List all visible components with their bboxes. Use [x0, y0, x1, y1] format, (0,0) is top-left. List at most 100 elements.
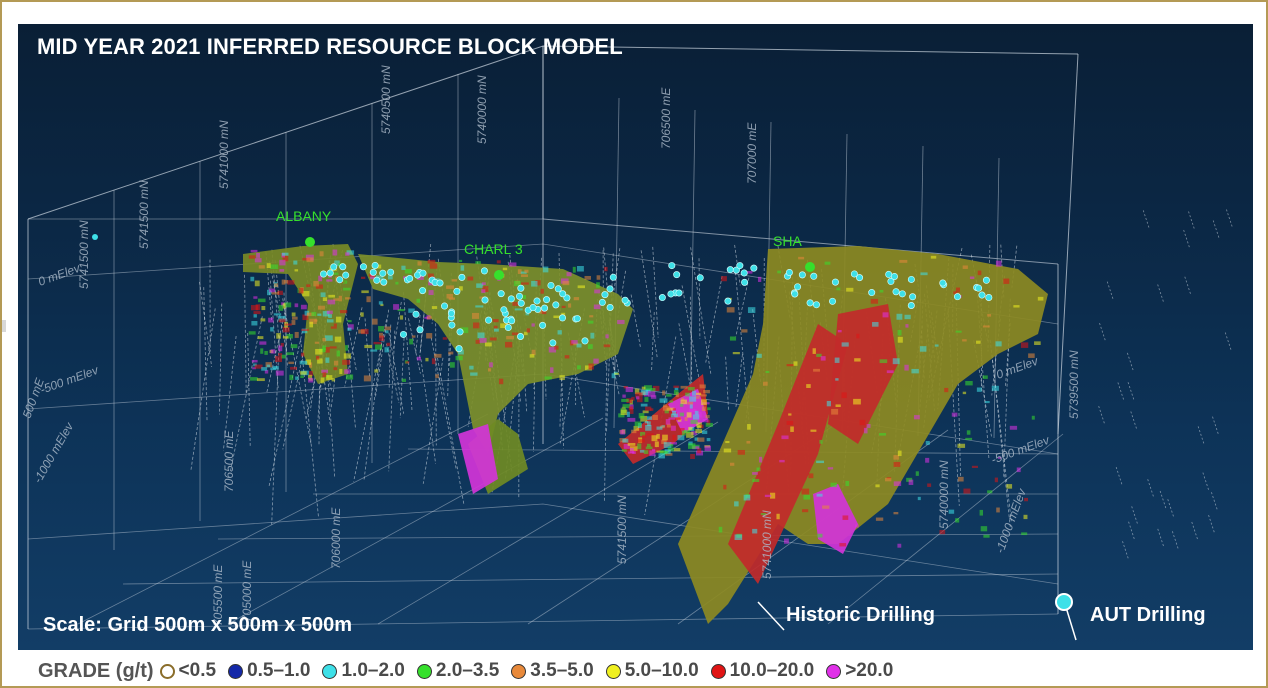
- historic-drill-trace: [1183, 229, 1191, 249]
- grade-block: [379, 335, 385, 341]
- grade-block: [817, 533, 823, 538]
- aut-drill-collar: [985, 294, 993, 302]
- grade-block: [611, 373, 616, 379]
- grade-block: [934, 344, 939, 347]
- grade-block: [448, 297, 456, 300]
- legend-swatch-icon: [416, 663, 432, 679]
- axis-label: 5741500 mN: [615, 495, 629, 564]
- grade-block: [493, 325, 498, 329]
- axis-label: 5741000 mN: [760, 510, 774, 579]
- grade-block: [295, 376, 299, 380]
- grade-block: [982, 375, 988, 379]
- grade-block: [643, 450, 649, 454]
- grade-block: [802, 509, 809, 513]
- grade-block: [663, 404, 668, 408]
- grade-block: [752, 478, 760, 483]
- grade-block: [270, 349, 276, 354]
- grade-block: [372, 318, 378, 325]
- grade-block: [328, 314, 332, 318]
- grade-block: [513, 280, 521, 287]
- grade-block: [673, 385, 680, 388]
- grade-block: [835, 404, 841, 407]
- grade-block: [911, 368, 919, 374]
- aut-drill-collar: [453, 287, 461, 295]
- historic-drill-trace: [616, 270, 626, 323]
- grade-block: [665, 419, 671, 425]
- grade-block: [347, 324, 354, 330]
- grade-block: [460, 265, 465, 271]
- aut-drill-collar: [380, 278, 388, 286]
- historic-drill-trace: [705, 276, 723, 365]
- grade-block: [345, 252, 350, 256]
- grade-block: [980, 526, 988, 532]
- grade-block: [897, 543, 902, 548]
- orebody-charlotte-high: [458, 424, 498, 494]
- grade-block: [670, 413, 678, 418]
- grade-block: [316, 355, 320, 360]
- grade-block: [747, 307, 756, 313]
- grade-block: [982, 325, 990, 328]
- historic-drill-trace: [448, 317, 453, 368]
- aut-drill-collar: [387, 268, 395, 276]
- grade-block: [687, 401, 694, 405]
- aut-drill-collar: [736, 262, 744, 270]
- grade-block: [674, 417, 681, 421]
- grade-block: [386, 342, 391, 346]
- grade-block: [404, 269, 412, 274]
- grade-block: [251, 321, 258, 326]
- grade-block: [531, 349, 536, 356]
- grade-block: [647, 421, 651, 426]
- grade-block: [646, 443, 651, 447]
- axis-label: 5739500 mN: [1067, 350, 1081, 419]
- grade-block: [326, 279, 333, 282]
- grade-block: [835, 378, 839, 381]
- grade-block: [603, 344, 611, 348]
- grade-block: [637, 439, 645, 443]
- grade-block: [651, 448, 656, 452]
- grade-block: [248, 331, 256, 335]
- aut-drill-collar: [831, 278, 839, 286]
- grade-block: [813, 368, 820, 372]
- grade-block: [634, 421, 642, 427]
- grade-block: [854, 524, 859, 528]
- grade-block: [500, 323, 509, 329]
- grade-block: [620, 409, 628, 416]
- grade-block: [957, 443, 966, 448]
- historic-drill-trace: [1115, 466, 1123, 486]
- axis-label: 705500 mE: [211, 564, 225, 626]
- grade-block: [692, 390, 697, 396]
- grade-block: [300, 375, 304, 379]
- aut-drill-collar: [504, 324, 512, 332]
- grade-block: [706, 419, 711, 426]
- grade-block: [361, 290, 369, 294]
- grade-block: [645, 424, 652, 431]
- grade-block: [333, 367, 338, 371]
- grade-block: [289, 374, 294, 380]
- grade-block: [672, 434, 676, 441]
- grade-block: [688, 409, 697, 413]
- aut-drill-collar: [554, 285, 562, 293]
- grade-block: [250, 276, 255, 282]
- aut-drill-collar: [868, 289, 876, 297]
- grade-block: [309, 318, 317, 324]
- grade-block: [343, 287, 351, 291]
- grade-block: [790, 426, 794, 432]
- aut-drill-collar: [978, 291, 986, 299]
- historic-drill-trace: [604, 352, 608, 502]
- aut-drill-collar: [907, 275, 915, 283]
- legend-label: <0.5: [178, 660, 217, 681]
- grade-block: [339, 310, 348, 314]
- grade-block: [290, 344, 298, 349]
- block-model-viewport[interactable]: 0 mElev -500 mElev -1000 mElev 0 mElev -500 …: [18, 24, 1253, 650]
- grade-block: [346, 250, 355, 255]
- grade-block: [976, 340, 981, 344]
- grade-block: [384, 326, 391, 331]
- grade-block: [660, 450, 667, 455]
- grade-block: [904, 364, 909, 371]
- grade-block: [331, 272, 339, 275]
- historic-drill-trace: [363, 337, 383, 482]
- grade-block: [1006, 484, 1013, 489]
- grade-block: [884, 477, 892, 482]
- grade-block: [991, 385, 999, 391]
- aut-drill-collar: [481, 296, 489, 304]
